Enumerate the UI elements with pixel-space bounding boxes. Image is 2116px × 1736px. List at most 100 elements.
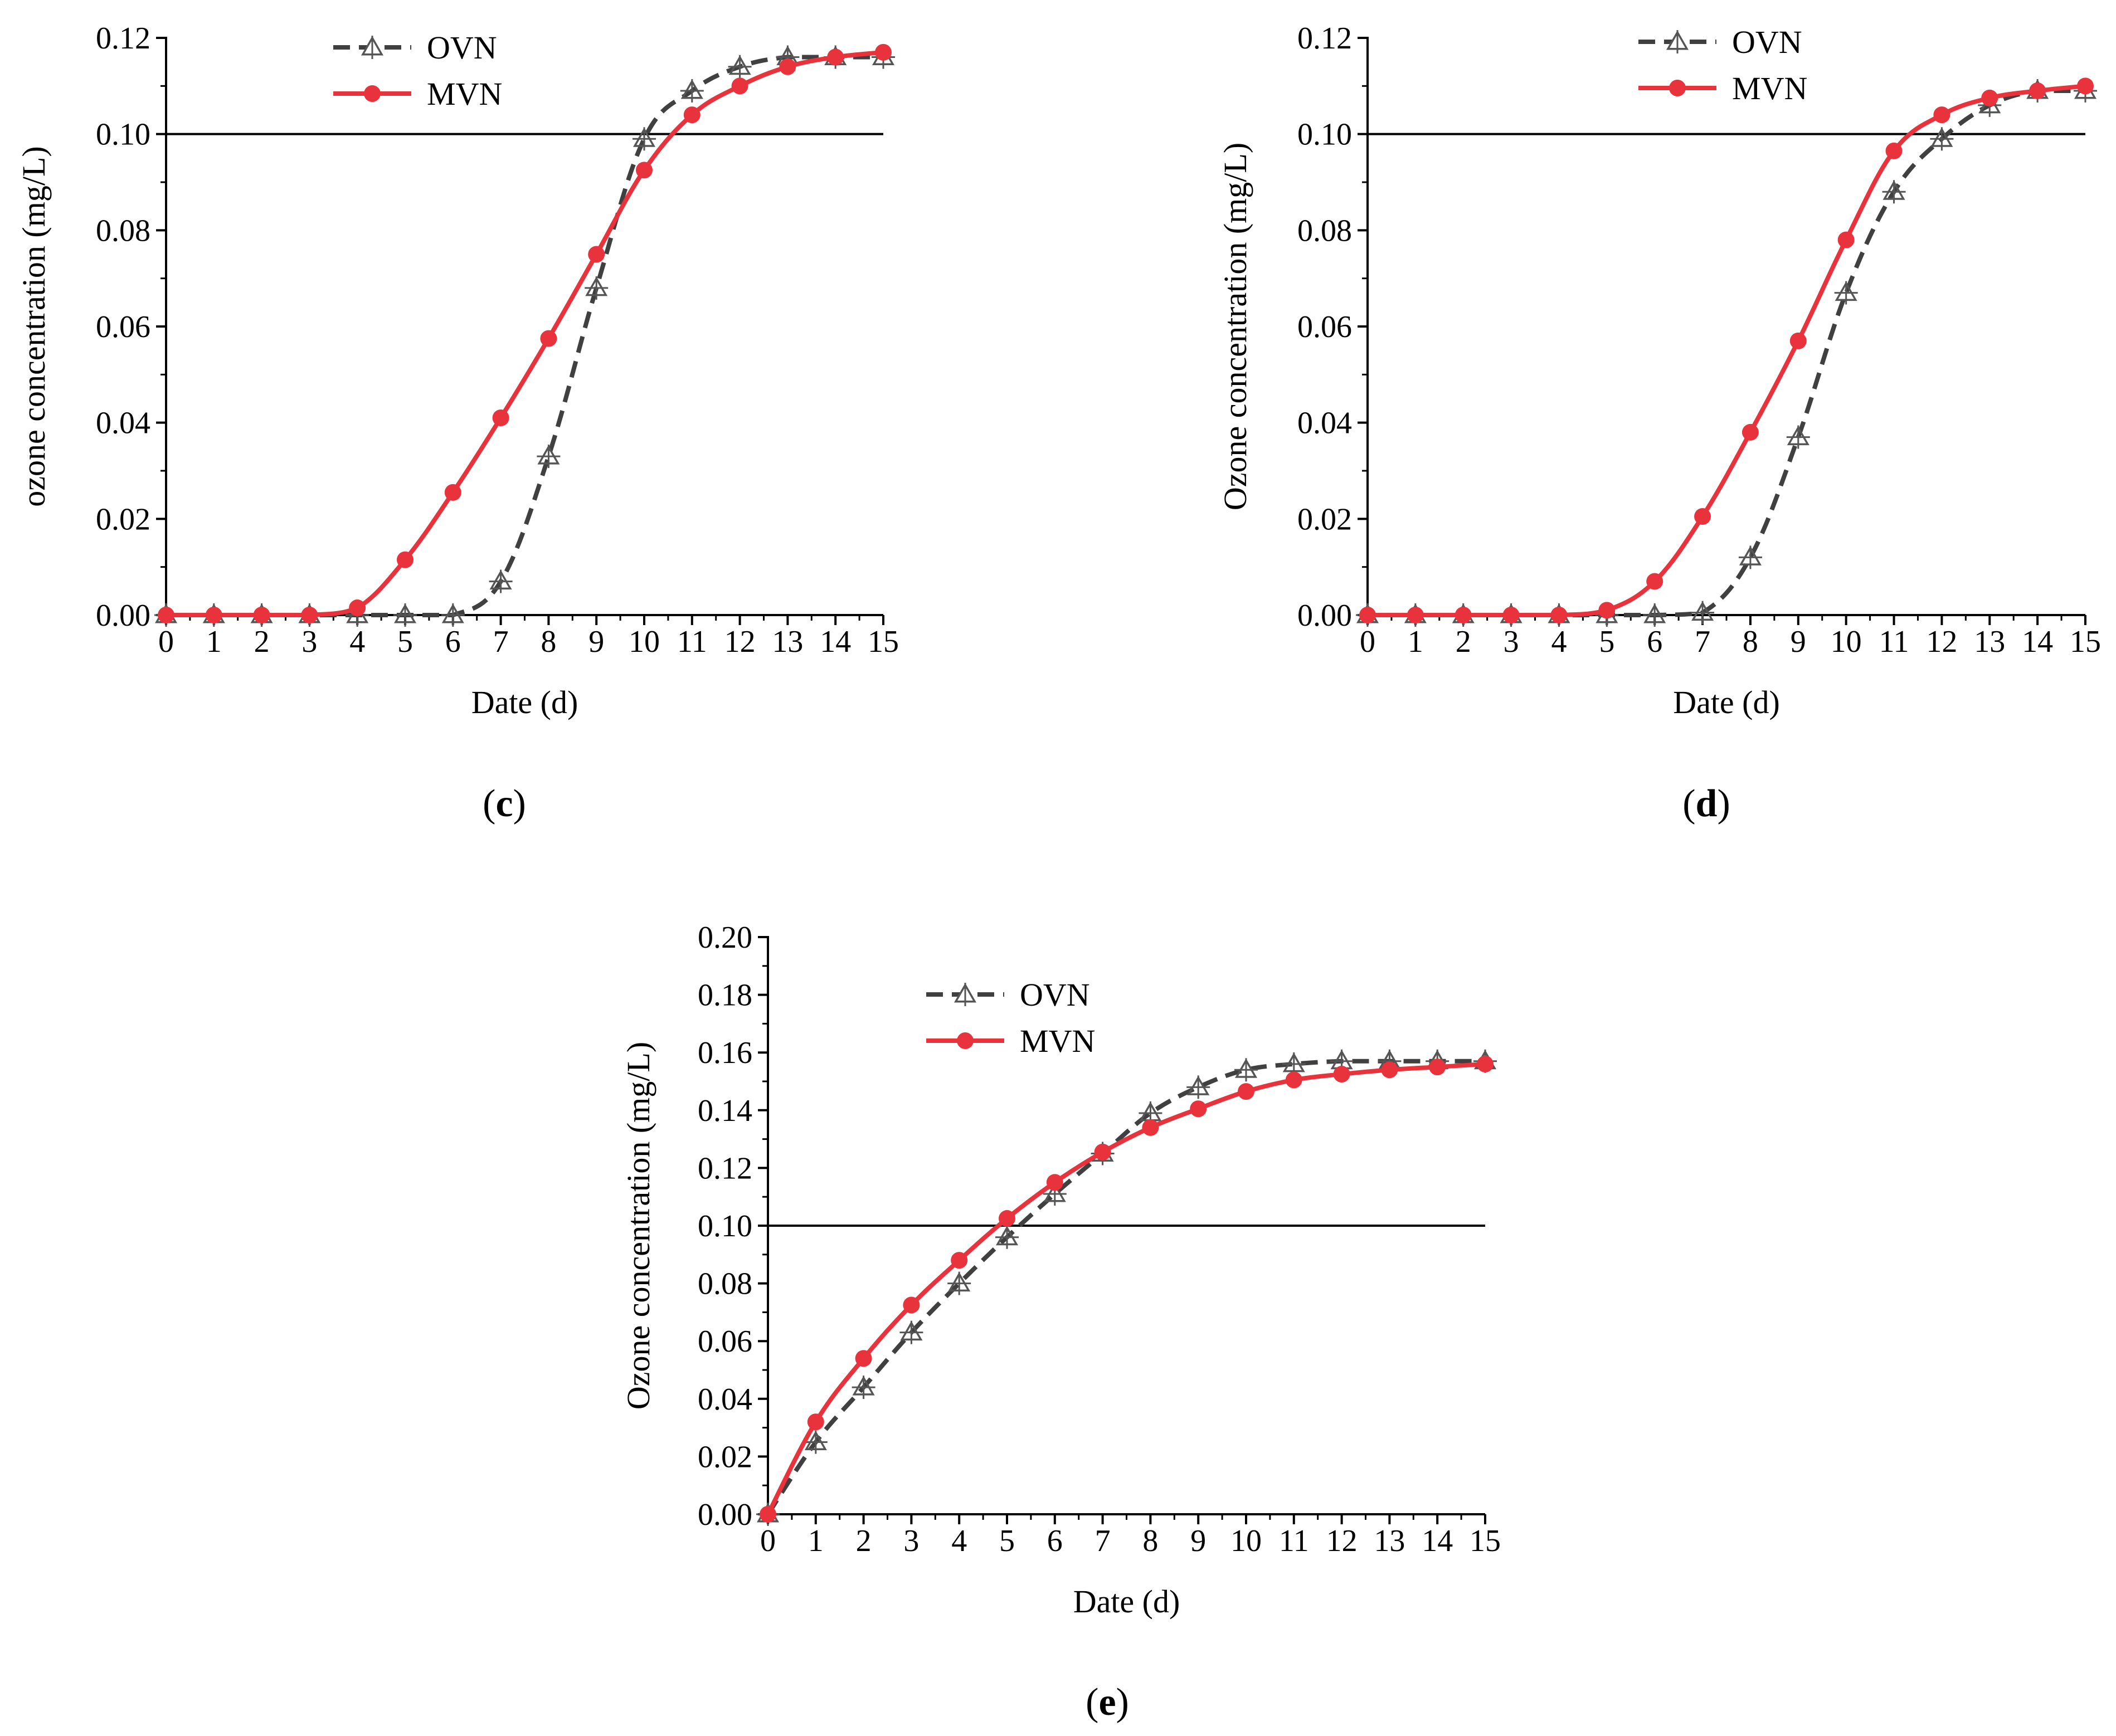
mvn-point [2029, 82, 2046, 99]
x-tick-label: 4 [1551, 625, 1567, 659]
x-axis-title: Date (d) [1073, 1583, 1180, 1620]
caption-letter: d [1696, 782, 1718, 825]
x-tick-label: 13 [1374, 1524, 1405, 1558]
chart-e: 0 1 2 3 4 5 6 7 8 9 10 11 12 13 14 150.000.020.040.060.… [620, 920, 1501, 1724]
mvn-point [2077, 77, 2094, 95]
mvn-point [951, 1252, 968, 1269]
legend-mvn-marker [957, 1032, 974, 1049]
mvn-point [397, 551, 414, 568]
panel-caption: (c) [483, 782, 526, 825]
x-tick-label: 14 [2022, 625, 2053, 659]
mvn-point [807, 1413, 824, 1431]
x-tick-label: 11 [1279, 1524, 1309, 1558]
legend: OVN MVN [1638, 24, 1807, 106]
series-ovn [154, 45, 895, 627]
y-tick-label: 0.12 [698, 1151, 752, 1186]
x-tick-label: 0 [158, 625, 174, 659]
caption-close: ) [1116, 1681, 1129, 1724]
mvn-point [1502, 607, 1520, 623]
y-tick-label: 0.10 [96, 118, 150, 152]
caption-open: ( [1682, 782, 1695, 825]
y-tick-label: 0.08 [96, 213, 150, 248]
mvn-point [1550, 607, 1568, 623]
legend-mvn-marker [364, 85, 381, 102]
x-tick-label: 5 [397, 625, 413, 659]
mvn-point [540, 330, 557, 347]
x-axis-title: Date (d) [1673, 684, 1780, 720]
legend-mvn-label: MVN [427, 76, 502, 112]
legend-ovn-label: OVN [1732, 24, 1802, 60]
x-tick-label: 12 [1926, 625, 1957, 659]
x-tick-label: 6 [445, 625, 461, 659]
x-tick-label: 15 [1470, 1524, 1501, 1558]
x-tick-label: 5 [999, 1524, 1015, 1558]
mvn-point [1359, 607, 1376, 623]
mvn-point [1381, 1061, 1398, 1079]
y-tick-label: 0.08 [698, 1267, 752, 1301]
mvn-point [158, 607, 174, 623]
series-ovn [1356, 79, 2097, 627]
x-tick-label: 9 [588, 625, 604, 659]
x-tick-label: 14 [1422, 1524, 1453, 1558]
mvn-point [903, 1296, 920, 1314]
y-axis-title: Ozone concentration (mg/L) [1217, 143, 1253, 510]
mvn-point [492, 409, 509, 427]
x-tick-label: 3 [903, 1524, 919, 1558]
caption-open: ( [483, 782, 495, 825]
mvn-point [1142, 1119, 1159, 1136]
y-tick-label: 0.00 [96, 598, 150, 633]
legend-ovn-label: OVN [1020, 977, 1090, 1013]
x-tick-label: 8 [1142, 1524, 1158, 1558]
panel-caption: (e) [1086, 1681, 1129, 1724]
legend: OVN MVN [333, 30, 502, 112]
chart-c: 0 1 2 3 4 5 6 7 8 9 10 11 12 13 14 150.000.020.040.060.… [16, 21, 899, 825]
mvn-point [683, 106, 701, 124]
x-tick-label: 12 [1326, 1524, 1358, 1558]
caption-close: ) [1717, 782, 1730, 825]
x-tick-label: 11 [1879, 625, 1909, 659]
mvn-point [1477, 1055, 1494, 1072]
y-tick-label: 0.06 [96, 310, 150, 344]
x-tick-label: 7 [493, 625, 509, 659]
x-tick-label: 9 [1791, 625, 1806, 659]
y-tick-label: 0.02 [1297, 502, 1352, 537]
caption-close: ) [513, 782, 526, 825]
x-tick-label: 14 [820, 625, 851, 659]
y-tick-label: 0.02 [96, 502, 150, 537]
mvn-point [1046, 1174, 1063, 1191]
y-tick-label: 0.00 [698, 1498, 752, 1532]
y-tick-label: 0.02 [698, 1440, 752, 1474]
x-tick-label: 3 [301, 625, 317, 659]
x-tick-label: 9 [1190, 1524, 1206, 1558]
mvn-point [1094, 1143, 1111, 1160]
x-tick-label: 12 [724, 625, 756, 659]
x-tick-label: 7 [1095, 1524, 1111, 1558]
x-tick-label: 15 [2070, 625, 2101, 659]
x-tick-label: 0 [760, 1524, 776, 1558]
mvn-point [1885, 142, 1903, 159]
mvn-point [779, 58, 796, 75]
ovn-line [1368, 88, 2085, 618]
panel-caption: (d) [1682, 782, 1730, 825]
x-tick-label: 2 [856, 1524, 872, 1558]
mvn-point [253, 607, 270, 623]
x-axis-title: Date (d) [471, 684, 578, 720]
x-tick-label: 11 [677, 625, 707, 659]
mvn-line [166, 50, 884, 618]
y-tick-label: 0.06 [698, 1324, 752, 1359]
caption-open: ( [1086, 1681, 1098, 1724]
legend: OVN MVN [926, 977, 1095, 1059]
y-tick-label: 0.12 [96, 21, 150, 56]
legend-mvn-label: MVN [1732, 70, 1807, 106]
x-tick-label: 6 [1647, 625, 1662, 659]
mvn-point [1981, 89, 1998, 106]
ovn-line [766, 1059, 1485, 1516]
mvn-point [731, 77, 748, 95]
legend-mvn-label: MVN [1020, 1023, 1095, 1059]
mvn-point [1742, 423, 1759, 441]
mvn-point [444, 484, 461, 501]
mvn-point [1598, 602, 1616, 619]
mvn-point [760, 1506, 776, 1523]
x-tick-label: 0 [1360, 625, 1375, 659]
